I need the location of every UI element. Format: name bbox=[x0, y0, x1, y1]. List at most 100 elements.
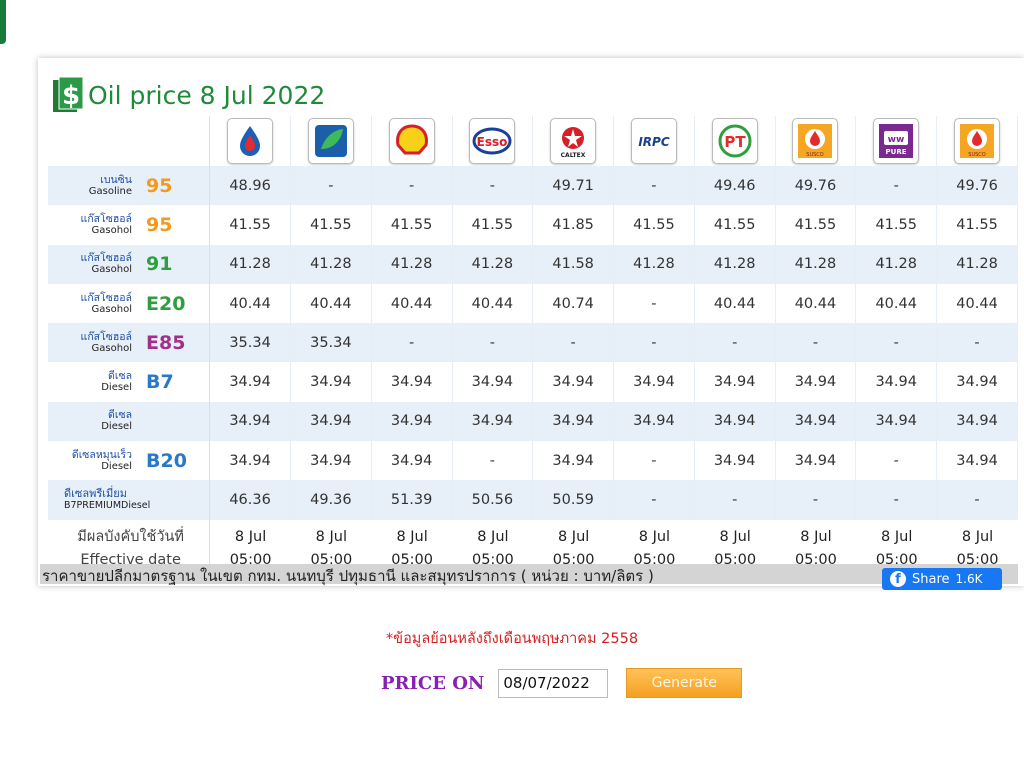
fuel-label: ดีเซล Diesel bbox=[48, 401, 211, 442]
effective-date: 8 Jul bbox=[477, 528, 509, 545]
footer-text: ราคาขายปลีกมาตรฐาน ในเขต กทม. นนทบุรี ปท… bbox=[42, 567, 654, 585]
price-cell: 41.55 bbox=[775, 205, 857, 245]
susco-dealers-logo-icon[interactable]: SUSCO bbox=[954, 118, 1001, 164]
shell-logo-icon[interactable] bbox=[388, 118, 435, 164]
price-cell: - bbox=[775, 480, 857, 520]
effective-cell: 8 Jul 05:00 bbox=[775, 519, 857, 572]
effective-date: 8 Jul bbox=[719, 528, 751, 545]
fuel-thai-name: ดีเซลหมุนเร็ว bbox=[71, 448, 132, 461]
price-cell: 41.28 bbox=[290, 244, 372, 284]
price-cell: - bbox=[937, 323, 1018, 363]
brand-cell bbox=[371, 116, 453, 166]
fuel-label: ดีเซลพรีเมี่ยม B7PREMIUMDiesel bbox=[48, 480, 211, 520]
svg-text:CALTEX: CALTEX bbox=[561, 152, 586, 159]
price-cell: 41.28 bbox=[371, 244, 453, 284]
fuel-thai-name: ดีเซล bbox=[108, 370, 132, 383]
price-cell: 49.71 bbox=[533, 166, 615, 206]
price-cell: 49.76 bbox=[775, 166, 857, 206]
price-cell: 41.55 bbox=[937, 205, 1018, 245]
brand-cell: PT bbox=[694, 116, 776, 166]
fuel-row: ดีเซลพรีเมี่ยม B7PREMIUMDiesel 46.36 49.36 5… bbox=[48, 480, 1018, 520]
price-cell: 49.36 bbox=[290, 480, 372, 520]
price-cell: 46.36 bbox=[210, 480, 291, 520]
fuel-english-name: Diesel bbox=[101, 382, 132, 394]
price-cell: 34.94 bbox=[371, 401, 453, 442]
price-cell: 49.46 bbox=[694, 166, 776, 206]
fuel-grade: 95 bbox=[146, 174, 173, 197]
price-cell: 34.94 bbox=[856, 362, 938, 402]
price-cell: 41.28 bbox=[937, 244, 1018, 284]
fuel-row: แก๊สโซฮอล์ Gasohol E20 40.44 40.44 40.44 40.44… bbox=[48, 283, 1018, 324]
price-on-label: PRICE ON bbox=[381, 672, 485, 694]
fuel-english-name: Gasohol bbox=[91, 342, 132, 354]
pt-logo-icon[interactable]: PT bbox=[711, 118, 758, 164]
fuel-label: แก๊สโซฮอล์ Gasohol E20 bbox=[48, 283, 211, 324]
price-cell: 34.94 bbox=[290, 362, 372, 402]
price-cell: 41.85 bbox=[533, 205, 615, 245]
price-cell: - bbox=[856, 323, 938, 363]
fuel-english-name: Gasohol bbox=[91, 264, 132, 276]
fuel-row: แก๊สโซฮอล์ Gasohol 95 41.55 41.55 41.55 41.55 4… bbox=[48, 205, 1018, 245]
fuel-thai-name: ดีเซลพรีเมี่ยม bbox=[64, 487, 127, 501]
brand-logo-row: Esso CALTEX IRPC PT SUSCO ww PURE SUSCO bbox=[48, 116, 1018, 166]
bangchak-logo-icon[interactable] bbox=[307, 118, 354, 164]
pure-logo-icon[interactable]: ww PURE bbox=[873, 118, 920, 164]
price-cell: 41.55 bbox=[694, 205, 776, 245]
price-cell: 40.44 bbox=[937, 283, 1018, 324]
price-cell: - bbox=[856, 166, 938, 206]
price-cell: 41.55 bbox=[614, 205, 695, 245]
svg-text:PT: PT bbox=[724, 133, 746, 151]
irpc-logo-icon[interactable]: IRPC bbox=[630, 118, 677, 164]
svg-text:Esso: Esso bbox=[477, 135, 508, 149]
effective-label-thai: มีผลบังคับใช้วันที่ bbox=[77, 528, 184, 545]
brand-cell: ww PURE bbox=[856, 116, 938, 166]
price-cell: 34.94 bbox=[775, 441, 857, 481]
fuel-row: ดีเซลหมุนเร็ว Diesel B20 34.94 34.94 34.94-34… bbox=[48, 441, 1018, 481]
fuel-english-name: Gasohol bbox=[91, 303, 132, 315]
price-cell: 40.44 bbox=[210, 283, 291, 324]
price-cell: 40.44 bbox=[290, 283, 372, 324]
ptt-logo-icon[interactable] bbox=[227, 118, 274, 164]
svg-text:SUSCO: SUSCO bbox=[807, 152, 824, 158]
esso-logo-icon[interactable]: Esso bbox=[469, 118, 516, 164]
price-cell: 34.94 bbox=[856, 401, 938, 442]
fuel-english-name: Diesel bbox=[101, 460, 132, 472]
effective-date: 8 Jul bbox=[961, 528, 994, 545]
share-count: 1.6K bbox=[955, 572, 983, 586]
price-cell: 41.55 bbox=[290, 205, 372, 245]
price-cell: 34.94 bbox=[614, 362, 695, 402]
effective-date: 8 Jul bbox=[557, 528, 590, 545]
price-cell: 34.94 bbox=[371, 441, 453, 481]
caltex-logo-icon[interactable]: CALTEX bbox=[550, 118, 597, 164]
price-cell: 34.94 bbox=[533, 362, 615, 402]
price-cell: 41.28 bbox=[210, 244, 291, 284]
fuel-english-name: Gasohol bbox=[91, 224, 132, 236]
fuel-english-name: B7PREMIUMDiesel bbox=[64, 500, 151, 512]
fuel-grade: 91 bbox=[146, 253, 173, 276]
price-cell: 41.55 bbox=[452, 205, 534, 245]
effective-label: มีผลบังคับใช้วันที่ Effective date bbox=[48, 519, 211, 572]
effective-cell: 8 Jul 05:00 bbox=[694, 519, 776, 572]
fuel-label: แก๊สโซฮอล์ Gasohol E85 bbox=[48, 323, 211, 363]
facebook-share-button[interactable]: f Share 1.6K bbox=[882, 568, 1002, 590]
date-input[interactable] bbox=[498, 668, 609, 698]
effective-time: 05:00 bbox=[956, 551, 999, 568]
price-cell: - bbox=[614, 441, 695, 481]
fuel-grade: E85 bbox=[146, 331, 186, 354]
price-cell: 35.34 bbox=[290, 323, 372, 363]
price-cell: - bbox=[614, 283, 695, 324]
price-cell: 34.94 bbox=[937, 401, 1018, 442]
effective-cell: 8 Jul 05:00 bbox=[856, 519, 938, 572]
fuel-label: แก๊สโซฮอล์ Gasohol 91 bbox=[48, 244, 211, 284]
fuel-thai-name: แก๊สโซฮอล์ bbox=[80, 291, 132, 304]
price-cell: 34.94 bbox=[290, 401, 372, 442]
dollar-document-icon: $ bbox=[52, 76, 86, 114]
price-cell: - bbox=[452, 166, 534, 206]
susco-logo-icon[interactable]: SUSCO bbox=[792, 118, 839, 164]
price-cell: 40.44 bbox=[694, 283, 776, 324]
effective-time: 05:00 bbox=[795, 551, 837, 568]
brand-cell: Esso bbox=[452, 116, 534, 166]
title-row: $ Oil price 8 Jul 2022 bbox=[52, 76, 325, 114]
price-cell: 41.28 bbox=[452, 244, 534, 284]
generate-button[interactable]: Generate bbox=[626, 668, 743, 698]
